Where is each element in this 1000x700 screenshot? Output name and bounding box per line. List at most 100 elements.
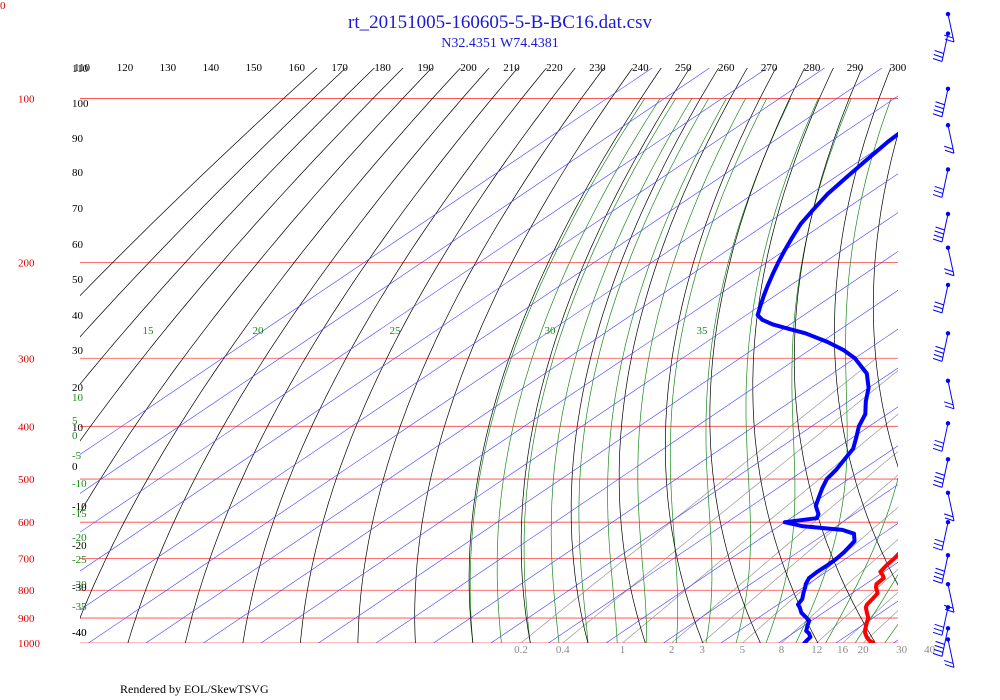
dewpoint-point bbox=[842, 348, 846, 353]
wind-barb-flag bbox=[932, 357, 943, 362]
dry-adiabat-label: 200 bbox=[460, 62, 477, 74]
dewpoint-point bbox=[797, 605, 802, 610]
left-axis-label: 90 bbox=[72, 133, 84, 145]
temperature-point bbox=[921, 516, 925, 520]
temperature-point bbox=[875, 591, 880, 595]
dry-adiabat-line bbox=[983, 14, 1000, 654]
dewpoint-point bbox=[820, 486, 824, 491]
wind-barb-flag bbox=[932, 113, 943, 118]
isotherm-line bbox=[991, 0, 1000, 655]
moist-adiabat-label: -20 bbox=[72, 532, 87, 544]
wind-barb-shaft bbox=[941, 459, 949, 488]
dewpoint-point bbox=[842, 457, 847, 462]
dry-adiabat-line bbox=[665, 68, 777, 643]
wind-barb-flag bbox=[943, 34, 954, 39]
dewpoint-profile bbox=[755, 131, 898, 643]
moist-adiabat-line bbox=[825, 476, 898, 643]
wind-barb-shaft bbox=[947, 13, 955, 43]
temperature-point bbox=[874, 582, 879, 586]
isotherm-line bbox=[260, 212, 898, 643]
isobar-layer bbox=[80, 98, 898, 643]
dry-adiabat-line bbox=[520, 68, 691, 643]
wind-barb-flag bbox=[933, 443, 944, 448]
wind-barb-flag bbox=[933, 305, 944, 310]
moist-adiabat-label: -25 bbox=[72, 554, 87, 566]
wind-barb-shaft bbox=[941, 628, 949, 657]
temperature-point bbox=[926, 504, 930, 508]
left-axis-label: -20 bbox=[72, 540, 87, 552]
temperature-point bbox=[913, 528, 917, 532]
moist-adiabat-label: -5 bbox=[72, 450, 82, 462]
sounding-profile-layer bbox=[755, 85, 970, 643]
wind-barb-shaft bbox=[947, 639, 955, 668]
wind-barb-flag bbox=[934, 475, 944, 480]
mixing-ratio-label: 30 bbox=[896, 644, 908, 656]
dry-adiabat-layer bbox=[80, 14, 1000, 654]
isobar-label: 300 bbox=[18, 353, 35, 365]
dry-adiabat-line bbox=[242, 68, 547, 643]
dewpoint-point bbox=[857, 424, 861, 429]
moist-adiabat-label: 35 bbox=[697, 325, 709, 337]
dewpoint-point bbox=[840, 528, 845, 532]
moist-adiabat-line bbox=[669, 98, 768, 643]
wind-barb-shaft bbox=[941, 423, 949, 452]
wind-barb-flag bbox=[934, 439, 944, 444]
wind-barb-shaft bbox=[941, 213, 949, 243]
mixing-ratio-label: 12 bbox=[811, 644, 822, 656]
dewpoint-point bbox=[771, 322, 775, 327]
mixing-ratio-label: 40 bbox=[924, 644, 936, 656]
moist-adiabat-line bbox=[607, 98, 727, 643]
wind-barb-flag bbox=[933, 353, 944, 358]
isotherm-line bbox=[432, 328, 898, 643]
temperature-point bbox=[957, 400, 961, 404]
wind-barb-flag bbox=[934, 185, 944, 190]
dewpoint-point bbox=[796, 602, 800, 607]
wind-barb-flag bbox=[932, 447, 943, 452]
left-axis-label: 110 bbox=[72, 63, 89, 75]
left-axis-label: 100 bbox=[72, 98, 89, 110]
dewpoint-point bbox=[776, 260, 781, 265]
dewpoint-point bbox=[807, 631, 811, 636]
temperature-point bbox=[864, 624, 868, 628]
moist-adiabat-label: 5 bbox=[72, 415, 78, 427]
left-axis-label: -40 bbox=[72, 627, 87, 639]
wind-barb-flag bbox=[935, 640, 945, 645]
dewpoint-point bbox=[798, 222, 803, 226]
dewpoint-point bbox=[852, 531, 856, 536]
left-axis-label: 0 bbox=[72, 461, 78, 473]
moist-adiabat-layer bbox=[469, 98, 898, 643]
moist-adiabat-line bbox=[469, 98, 646, 643]
wind-barb-flag bbox=[932, 631, 943, 636]
dewpoint-point bbox=[766, 283, 770, 287]
dewpoint-point bbox=[783, 520, 787, 524]
wind-barb-flag bbox=[933, 627, 944, 632]
chart-title: rt_20151005-160605-5-B-BC16.dat.csv bbox=[348, 12, 652, 33]
temperature-point bbox=[874, 585, 878, 590]
isotherm-line bbox=[80, 68, 653, 455]
dry-adiabat-line bbox=[618, 68, 748, 643]
dry-adiabat-label: 280 bbox=[804, 62, 821, 74]
dewpoint-point bbox=[851, 447, 855, 451]
dewpoint-point bbox=[814, 504, 818, 508]
mixing-ratio-label: 5 bbox=[740, 644, 746, 656]
dewpoint-point bbox=[825, 477, 829, 481]
dewpoint-point bbox=[804, 629, 808, 633]
temperature-point bbox=[949, 436, 953, 440]
dewpoint-point bbox=[914, 119, 918, 123]
dewpoint-point bbox=[825, 340, 830, 344]
dewpoint-point bbox=[965, 85, 969, 89]
dry-adiabat-label: 240 bbox=[632, 62, 649, 74]
dry-adiabat-label: 150 bbox=[246, 62, 263, 74]
left-axis-label: 50 bbox=[72, 274, 84, 286]
wind-barb-shaft bbox=[941, 33, 949, 62]
temperature-point bbox=[966, 357, 970, 361]
dry-adiabat-line bbox=[185, 68, 519, 643]
wind-barb-shaft bbox=[941, 169, 949, 198]
temperature-point bbox=[882, 576, 886, 580]
moist-adiabat-label: 0 bbox=[72, 430, 78, 442]
mixing-ratio-line bbox=[816, 568, 898, 643]
temperature-point bbox=[960, 425, 964, 429]
moist-adiabat-label: 10 bbox=[72, 392, 84, 404]
isobar-label: 100 bbox=[18, 93, 35, 105]
